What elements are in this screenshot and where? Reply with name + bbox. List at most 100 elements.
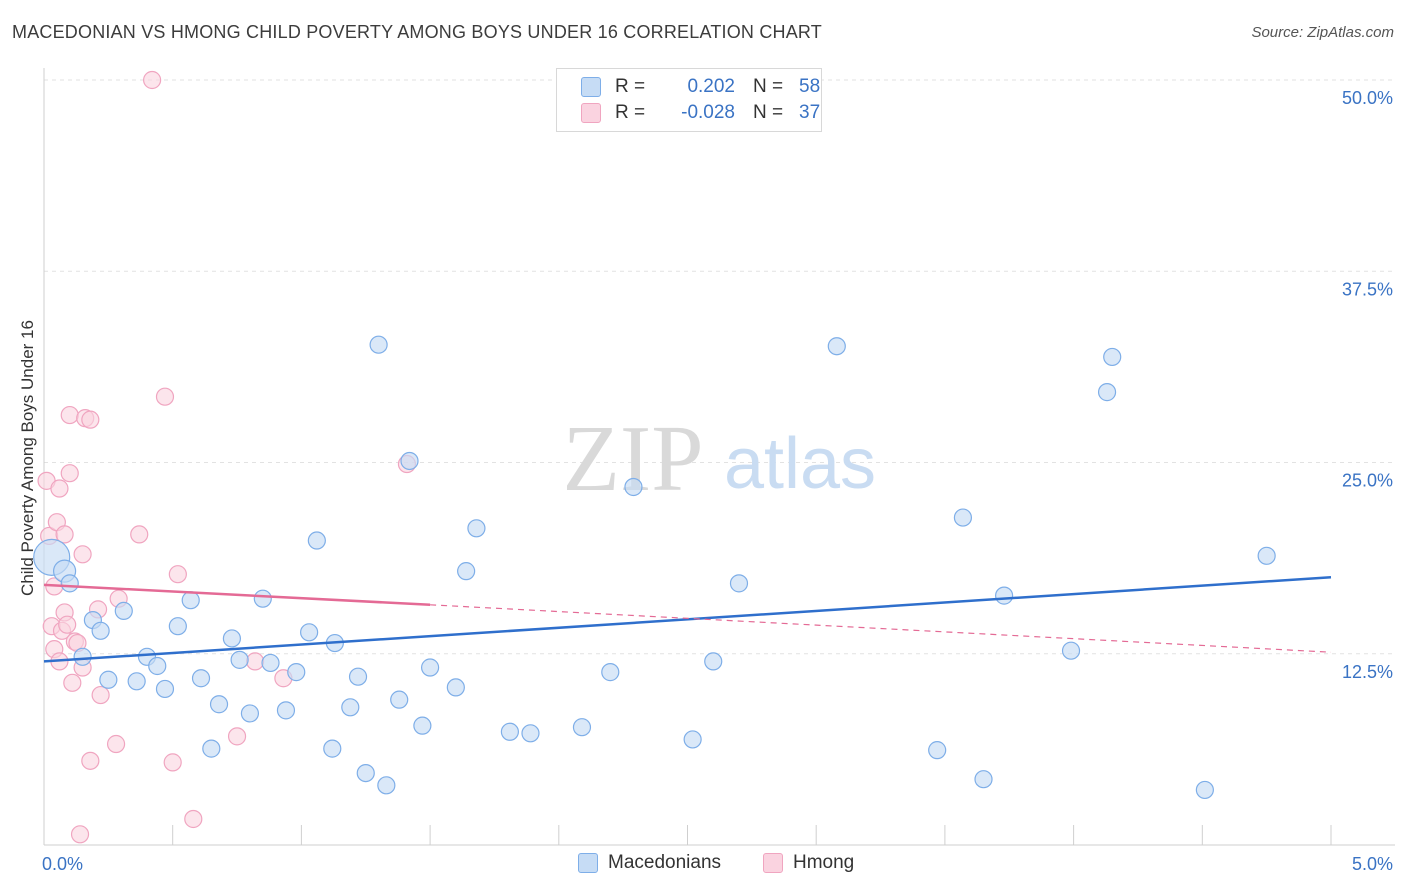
legend-row-hmong: R = -0.028 N = 37 (581, 100, 820, 126)
data-point-macedonians (91, 621, 110, 640)
data-point-hmong (163, 753, 182, 772)
legend-n-label: N = (753, 76, 784, 97)
data-point-macedonians (601, 663, 620, 682)
legend-swatch-macedonians (578, 853, 598, 873)
legend-swatch-hmong (581, 103, 601, 123)
data-point-macedonians (240, 704, 260, 723)
data-point-macedonians (500, 722, 519, 741)
data-point-macedonians (348, 667, 368, 686)
data-point-macedonians (155, 679, 175, 699)
data-point-macedonians (114, 601, 133, 621)
legend-row-macedonians: R = 0.202 N = 58 (581, 74, 820, 100)
data-point-macedonians (572, 718, 592, 737)
data-point-macedonians (413, 716, 432, 735)
data-point-macedonians (60, 574, 79, 593)
hmong-points (37, 70, 417, 844)
trend-lines (43, 576, 1332, 663)
data-point-hmong (106, 734, 126, 754)
source-label: Source: ZipAtlas.com (1251, 24, 1394, 41)
data-point-macedonians (390, 690, 409, 709)
trendline-hmong-extension (430, 604, 1332, 653)
data-point-hmong (91, 685, 110, 705)
data-point-macedonians (209, 695, 229, 714)
legend-item-hmong[interactable]: Hmong (763, 852, 854, 874)
tick-labels: 12.5% 25.0% 37.5% 50.0% 0.0% 5.0% (42, 88, 1393, 874)
legend-n-label: N = (753, 102, 784, 123)
data-point-macedonians (276, 701, 296, 720)
y-axis-label: Child Poverty Among Boys Under 16 (18, 320, 37, 596)
data-point-macedonians (704, 652, 723, 671)
data-point-macedonians (181, 591, 200, 610)
data-point-macedonians (287, 663, 306, 682)
data-point-macedonians (1257, 546, 1276, 565)
data-point-hmong (245, 652, 265, 671)
legend-swatch-macedonians (581, 77, 601, 97)
legend-swatch-hmong (763, 853, 783, 873)
legend-r-label: R = (615, 76, 646, 97)
legend-r-label: R = (615, 102, 646, 123)
data-point-macedonians (995, 586, 1014, 605)
series-legend: Macedonians Hmong (0, 852, 1406, 878)
watermark: ZIP atlas (563, 407, 877, 511)
data-point-macedonians (377, 776, 396, 795)
stats-legend: R = 0.202 N = 58 R = -0.028 N = 37 (556, 68, 822, 132)
data-point-hmong (130, 525, 149, 544)
macedonian-points (33, 335, 1276, 800)
data-point-macedonians (457, 562, 476, 581)
data-point-hmong (168, 565, 187, 584)
legend-r-value: 0.202 (687, 76, 735, 97)
data-point-macedonians (827, 337, 846, 356)
legend-label-hmong: Hmong (793, 852, 855, 873)
data-point-hmong (184, 809, 203, 829)
data-point-macedonians (300, 623, 319, 642)
data-point-macedonians (202, 739, 221, 758)
legend-n-value: 37 (799, 102, 821, 123)
data-point-hmong (155, 387, 175, 406)
data-point-macedonians (1103, 347, 1122, 367)
data-point-hmong (81, 751, 100, 770)
data-point-hmong (60, 464, 79, 483)
data-point-macedonians (307, 531, 326, 550)
data-point-macedonians (230, 650, 249, 669)
y-tick-label: 25.0% (1342, 471, 1393, 491)
trendline-hmong (43, 583, 431, 607)
x-tick-label: 5.0% (1352, 854, 1393, 874)
data-point-hmong (81, 410, 100, 429)
data-point-macedonians (127, 672, 146, 691)
data-point-macedonians (521, 724, 540, 743)
x-tick-label: 0.0% (42, 854, 83, 874)
data-point-macedonians (323, 739, 342, 758)
data-point-hmong (60, 405, 79, 425)
data-point-macedonians (446, 678, 465, 697)
data-point-macedonians (1195, 780, 1214, 800)
axes (43, 68, 1395, 846)
legend-r-value: -0.028 (681, 102, 735, 123)
data-point-macedonians (73, 647, 92, 666)
data-point-hmong (63, 673, 82, 692)
legend-item-macedonians[interactable]: Macedonians (578, 852, 721, 874)
data-point-macedonians (191, 669, 211, 688)
data-point-hmong (227, 727, 247, 746)
data-point-macedonians (421, 658, 440, 677)
data-point-macedonians (261, 653, 280, 673)
y-tick-label: 37.5% (1342, 279, 1393, 299)
data-point-macedonians (148, 656, 167, 676)
data-point-macedonians (253, 589, 272, 608)
data-point-macedonians (928, 741, 947, 760)
data-point-macedonians (729, 574, 749, 593)
data-point-macedonians (168, 617, 187, 636)
data-point-hmong (73, 545, 92, 564)
y-tick-label: 12.5% (1342, 662, 1393, 682)
data-point-hmong (143, 70, 162, 90)
chart-title: MACEDONIAN VS HMONG CHILD POVERTY AMONG … (12, 22, 823, 42)
legend-label-macedonians: Macedonians (608, 852, 722, 873)
data-point-macedonians (467, 519, 486, 538)
data-point-macedonians (974, 770, 993, 789)
trendline-macedonians (43, 576, 1332, 663)
watermark-atlas: atlas (724, 424, 876, 504)
data-point-hmong (58, 615, 77, 634)
data-point-macedonians (1097, 383, 1117, 402)
data-point-macedonians (99, 670, 118, 689)
data-point-hmong (50, 479, 69, 498)
